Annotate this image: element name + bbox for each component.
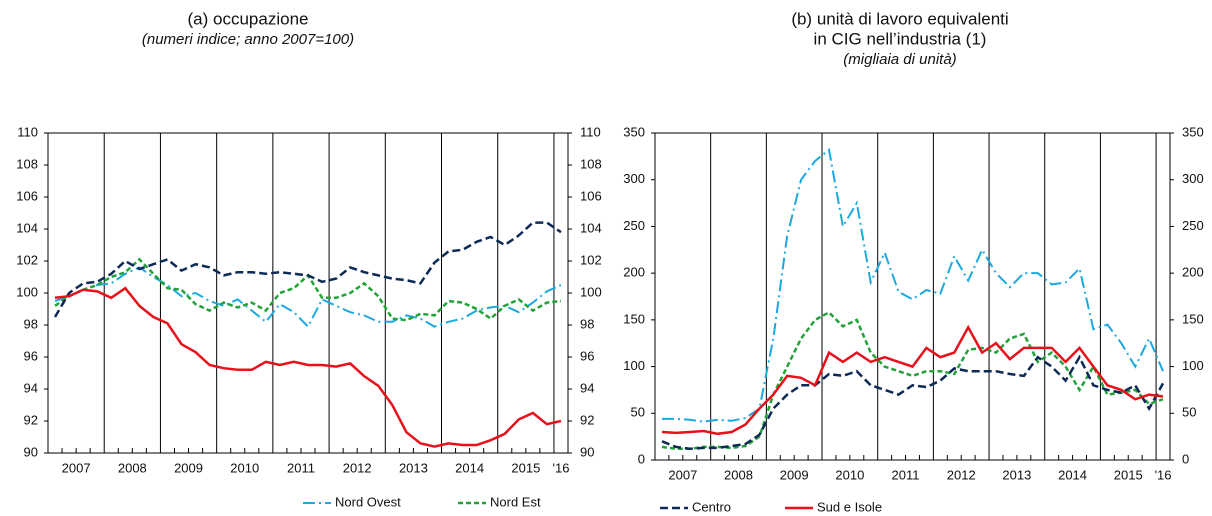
series-line (54, 286, 562, 448)
y-tick-label: 104 (16, 220, 38, 235)
series-line (661, 324, 1164, 436)
y2-tick-label: 350 (1182, 124, 1204, 139)
legend-label: Nord Ovest (335, 494, 401, 509)
chart-title: in CIG nell’industria (1) (814, 29, 987, 48)
y-tick-label: 92 (24, 412, 38, 427)
y2-tick-label: 104 (580, 220, 602, 235)
x-tick-label: 2010 (230, 460, 259, 475)
y2-tick-label: 50 (1182, 405, 1196, 420)
x-tick-label: 2014 (455, 460, 484, 475)
series-line (662, 147, 1164, 423)
y-tick-label: 110 (17, 124, 38, 139)
series-line (661, 310, 1164, 451)
y2-tick-label: 0 (1182, 451, 1189, 466)
y2-tick-label: 106 (580, 188, 602, 203)
y2-tick-label: 94 (580, 380, 594, 395)
x-tick-label: 2009 (780, 467, 809, 482)
y-tick-label: 100 (16, 284, 38, 299)
series-line (54, 257, 562, 322)
chart-subtitle: (numeri indice; anno 2007=100) (142, 31, 354, 48)
y-tick-label: 96 (24, 348, 38, 363)
series-line (54, 266, 562, 329)
y-tick-label: 350 (623, 124, 645, 139)
x-tick-label: 2009 (174, 460, 203, 475)
x-tick-label: 2008 (118, 460, 147, 475)
y-tick-label: 150 (623, 311, 645, 326)
y-tick-label: 300 (623, 171, 645, 186)
y2-tick-label: 200 (1182, 265, 1204, 280)
y2-tick-label: 100 (1182, 358, 1204, 373)
legend-label: Sud e Isole (817, 499, 882, 514)
x-tick-label: 2007 (668, 467, 697, 482)
y2-tick-label: 250 (1182, 218, 1204, 233)
y-tick-label: 0 (638, 451, 645, 466)
x-tick-label: 2012 (343, 460, 372, 475)
x-tick-label: 2012 (947, 467, 976, 482)
y-tick-label: 200 (623, 265, 645, 280)
y2-tick-label: 98 (580, 316, 594, 331)
x-tick-label: 2015 (1114, 467, 1143, 482)
y2-tick-label: 96 (580, 348, 594, 363)
y2-tick-label: 100 (580, 284, 602, 299)
plot-frame (654, 132, 1171, 461)
x-tick-label: 2010 (835, 467, 864, 482)
series-line (53, 221, 562, 318)
y2-tick-label: 92 (580, 412, 594, 427)
x-tick-label: 2008 (724, 467, 753, 482)
x-tick-label: 2011 (287, 460, 315, 475)
x-tick-label: '16 (1155, 467, 1172, 482)
y2-tick-label: 150 (1182, 311, 1204, 326)
y-tick-label: 250 (623, 218, 645, 233)
y-tick-label: 98 (24, 316, 38, 331)
y2-tick-label: 300 (1182, 171, 1204, 186)
chart-title: (a) occupazione (188, 9, 309, 28)
chart-title: (b) unità di lavoro equivalenti (791, 9, 1008, 28)
x-tick-label: 2015 (511, 460, 540, 475)
y-tick-label: 108 (16, 156, 38, 171)
y-tick-label: 106 (16, 188, 38, 203)
y2-tick-label: 102 (580, 252, 602, 267)
x-tick-label: 2013 (399, 460, 428, 475)
series-line (661, 354, 1165, 451)
y-tick-label: 102 (16, 252, 38, 267)
y-tick-label: 94 (24, 380, 38, 395)
x-tick-label: 2011 (892, 467, 920, 482)
y2-tick-label: 90 (580, 444, 594, 459)
plot-frame (47, 132, 569, 454)
x-tick-label: 2007 (62, 460, 91, 475)
legend-label: Nord Est (490, 494, 541, 509)
x-tick-label: 2014 (1058, 467, 1087, 482)
y-tick-label: 100 (623, 358, 645, 373)
x-tick-label: 2013 (1002, 467, 1031, 482)
y-tick-label: 50 (631, 405, 645, 420)
x-tick-label: '16 (552, 460, 569, 475)
y2-tick-label: 108 (580, 156, 602, 171)
chart-subtitle: (migliaia di unità) (843, 51, 956, 68)
y-tick-label: 90 (24, 444, 38, 459)
y2-tick-label: 110 (580, 124, 601, 139)
legend-label: Centro (692, 499, 731, 514)
